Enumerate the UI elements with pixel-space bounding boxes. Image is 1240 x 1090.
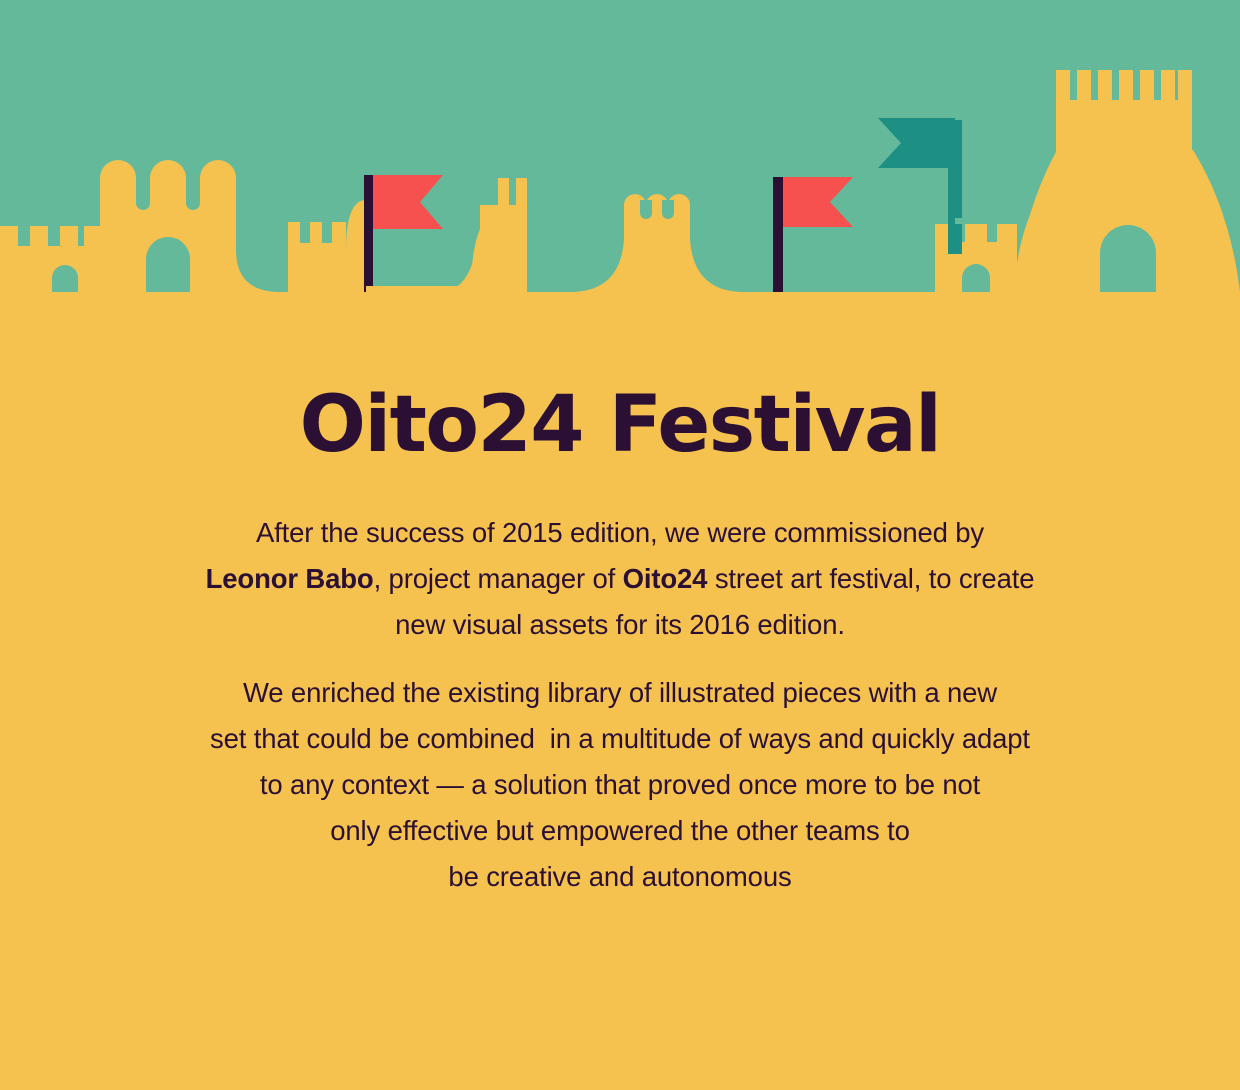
flag-teal [878,118,955,168]
paragraph-body-line-5: be creative and autonomous [448,861,792,892]
castle-tower-big-right [1014,70,1240,292]
castle-tower-small-left-window [52,265,78,292]
castle-tower-flared-center [624,194,690,292]
paragraph-intro-line-2-tail: street art festival, to create [707,563,1035,594]
castle-tower-flared-center-notches [640,200,674,219]
castle-tower-square-merlons-mid [288,222,346,292]
paragraph-intro-line-2: Leonor Babo, project manager of Oito24 s… [170,556,1070,602]
flag-pole-dark-2 [773,177,783,292]
sandcastle-skyline-illustration [0,0,1240,300]
paragraph-intro-line-3: new visual assets for its 2016 edition. [395,609,845,640]
castle-tower-small-teal-flag-window [962,264,990,292]
castle-wall-left-run [366,286,527,292]
page-title: Oito24 Festival [299,380,942,470]
ground-band [0,292,1240,300]
paragraph-body-line-1: We enriched the existing library of illu… [242,677,997,708]
castle-base-curve-c [690,240,744,292]
paragraph-intro-line-2-mid: , project manager of [373,563,623,594]
festival-name: Oito24 [622,563,708,594]
castle-ground-curve-left [236,250,280,292]
flag-pole-teal-overlap [948,224,962,254]
castle-tower-big-right-merlon-gaps [1070,64,1178,100]
paragraph-body-line-3: to any context — a solution that proved … [259,769,981,800]
flag-red-2 [783,177,853,227]
castle-tower-rounded-merlons-notches [136,178,200,210]
flag-pole-dark [364,175,373,292]
castle-base-curve-right [1014,196,1057,292]
paragraph-body-line-4: only effective but empowered the other t… [330,815,910,846]
castle-tower-flared-left [346,200,366,292]
paragraph-intro-line-1: After the success of 2015 edition, we we… [255,517,985,548]
castle-tower-small-left-merlon-gaps [18,220,84,246]
paragraph-body: We enriched the existing library of illu… [150,670,1090,900]
castle-tower-big-right-door [1100,225,1156,292]
flag-red [373,175,443,229]
castle-tower-square-merlons-right [480,178,527,229]
castle-tower-rounded-merlons-door [146,237,190,292]
castle-base-curve-b [570,240,624,292]
paragraph-intro: After the success of 2015 edition, we we… [170,510,1070,648]
castle-base-curve-a [440,240,490,292]
client-name: Leonor Babo [205,563,374,594]
paragraph-body-line-2: set that could be combined in a multitud… [210,723,1030,754]
content-area: Oito24 Festival After the success of 201… [0,300,1240,900]
